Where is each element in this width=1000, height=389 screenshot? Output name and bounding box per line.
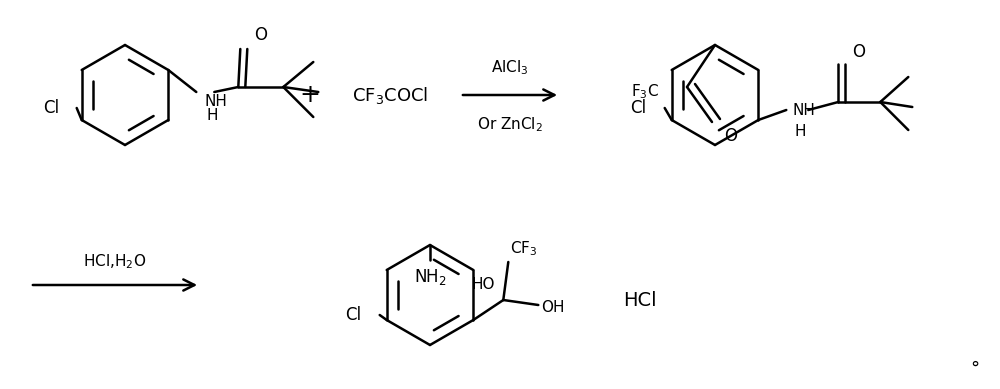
Text: HO: HO (472, 277, 495, 292)
Text: NH: NH (792, 102, 815, 117)
Text: HCl: HCl (623, 291, 657, 310)
Text: O: O (724, 127, 737, 145)
Text: OH: OH (541, 300, 565, 315)
Text: Cl: Cl (44, 99, 60, 117)
Text: H: H (794, 124, 806, 139)
Text: Or ZnCl$_2$: Or ZnCl$_2$ (477, 116, 543, 134)
Text: H: H (206, 108, 218, 123)
Text: O: O (852, 43, 865, 61)
Text: Cl: Cl (631, 99, 647, 117)
Text: Cl: Cl (346, 306, 362, 324)
Text: °: ° (970, 360, 980, 378)
Text: CF$_3$: CF$_3$ (510, 239, 538, 258)
Text: NH: NH (204, 94, 227, 109)
Text: +: + (300, 83, 320, 107)
Text: NH$_2$: NH$_2$ (414, 267, 446, 287)
Text: F$_3$C: F$_3$C (631, 82, 659, 102)
Text: CF$_3$COCl: CF$_3$COCl (352, 84, 428, 105)
Text: HCl,H$_2$O: HCl,H$_2$O (83, 252, 147, 272)
Text: AlCl$_3$: AlCl$_3$ (491, 59, 529, 77)
Text: O: O (254, 26, 267, 44)
